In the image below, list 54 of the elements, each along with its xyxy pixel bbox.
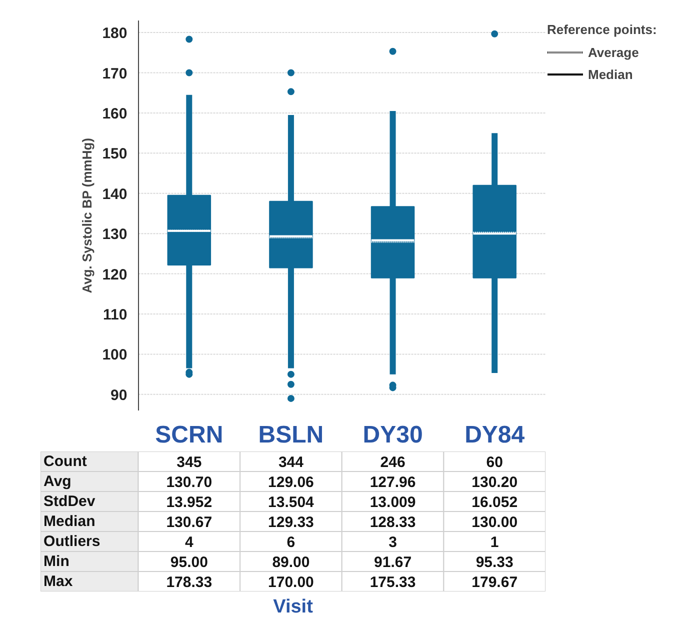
text: 13.504 (268, 494, 314, 511)
text: 95.33 (476, 554, 514, 571)
x-tick-label: DY84 (464, 422, 526, 448)
category-label: Median (44, 513, 96, 530)
text: 4 (184, 534, 194, 551)
y-tick-label: 130 (102, 226, 128, 244)
category-label: Avg (44, 473, 72, 490)
text: 178.33 (166, 574, 212, 591)
text: Average (588, 44, 639, 60)
text: 128.33 (370, 514, 416, 531)
category-label: Outliers (44, 533, 100, 550)
y-tick-label: 110 (103, 306, 128, 324)
text: 344 (278, 454, 304, 471)
category-label: Count (44, 453, 87, 470)
text: 89.00 (272, 554, 310, 571)
text: 95.00 (170, 554, 208, 571)
category-label: StdDev (44, 493, 96, 510)
text: 6 (286, 534, 296, 551)
x-tick-label: SCRN (155, 422, 224, 448)
text: 127.96 (370, 474, 416, 491)
text: 170.00 (268, 574, 314, 591)
x-tick-label: DY30 (362, 422, 423, 448)
text: 246 (380, 454, 406, 471)
text: 129.06 (268, 474, 314, 491)
text: 345 (176, 454, 202, 471)
y-axis-title: Avg. Systolic BP (mmHg) (79, 138, 94, 294)
text: 16.052 (472, 494, 518, 511)
y-tick-label: 90 (110, 386, 128, 404)
legend-title: Reference points: (547, 22, 657, 37)
category-label: Max (44, 573, 73, 590)
text: 130.20 (472, 474, 518, 491)
text: 129.33 (268, 514, 314, 531)
text: 3 (388, 534, 397, 551)
y-tick-label: 150 (102, 146, 128, 163)
y-tick-label: 160 (102, 105, 128, 122)
text: Median (588, 66, 633, 82)
y-tick-label: 120 (102, 266, 128, 284)
category-label: Min (44, 553, 70, 570)
text: 13.009 (370, 494, 416, 511)
x-tick-label: BSLN (258, 422, 324, 448)
text: 60 (486, 454, 503, 471)
x-axis-title: Visit (273, 596, 314, 618)
y-tick-label: 180 (102, 25, 128, 42)
text: 1 (490, 534, 499, 551)
text: 175.33 (370, 574, 416, 591)
y-tick-label: 140 (102, 186, 128, 203)
text: 179.67 (472, 574, 518, 591)
y-tick-label: 100 (102, 346, 128, 364)
text: 130.00 (472, 514, 518, 531)
text: 130.67 (166, 514, 212, 531)
y-tick-label: 170 (102, 65, 128, 82)
text: 91.67 (374, 554, 412, 571)
text: 13.952 (166, 494, 212, 511)
text: 130.70 (166, 474, 212, 491)
